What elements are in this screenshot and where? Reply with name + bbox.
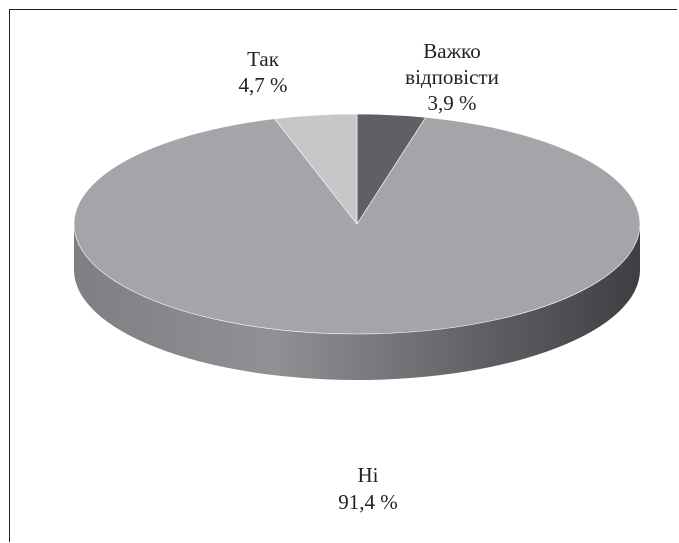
pie-side-wall: [74, 224, 640, 380]
slice-label-ni: Ні: [358, 463, 379, 487]
pie-slice-2: [274, 113, 358, 225]
slice-label-tak: Так: [247, 47, 280, 71]
pie-slice-1: [73, 116, 641, 335]
slice-label-vazhko-line1: Важко: [423, 39, 480, 63]
chart-frame: [9, 9, 677, 542]
slice-label-vazhko-line2: відповісти: [405, 65, 499, 89]
slice-value-tak: 4,7 %: [239, 73, 288, 97]
slice-value-ni: 91,4 %: [338, 490, 398, 514]
slice-value-vazhko: 3,9 %: [428, 91, 477, 115]
